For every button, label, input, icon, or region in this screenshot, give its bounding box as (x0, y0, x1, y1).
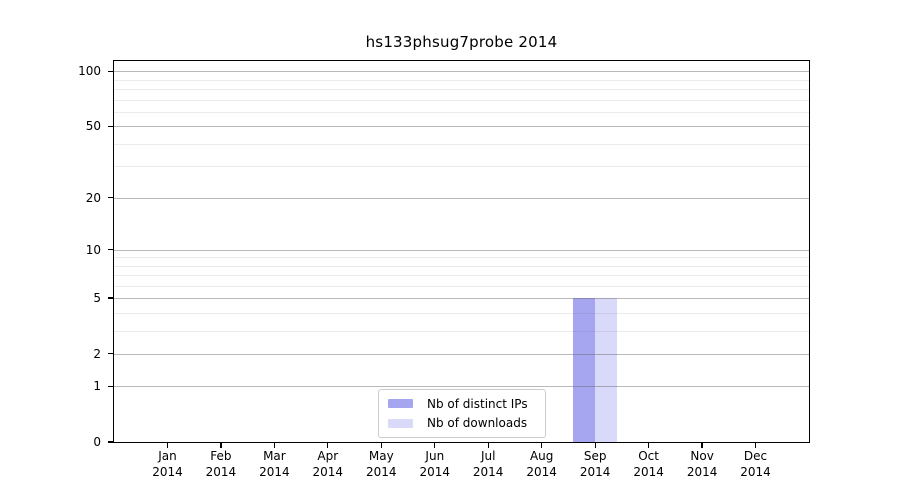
gridline-major-5 (114, 298, 809, 300)
x-tick-month: Jun (425, 449, 445, 463)
legend-label-distinct-ips: Nb of distinct IPs (427, 396, 528, 411)
x-tick-mark-apr (327, 443, 329, 448)
x-tick-month: Aug (529, 449, 554, 463)
y-tick-label-10: 10 (85, 242, 101, 257)
x-tick-year: 2014 (419, 464, 451, 479)
bar-sep-series1 (595, 298, 618, 442)
legend: Nb of distinct IPs Nb of downloads (378, 389, 546, 438)
x-tick-label-jul: Jul 2014 (456, 449, 520, 480)
y-tick-label-0: 0 (93, 435, 101, 449)
y-tick-mark-1 (108, 385, 113, 387)
y-tick-mark-100 (108, 70, 113, 73)
plot-area (113, 60, 810, 443)
grid-layer (114, 61, 809, 442)
legend-item-distinct-ips: Nb of distinct IPs (387, 394, 537, 414)
gridline-minor-4 (114, 312, 809, 314)
x-tick-label-mar: Mar 2014 (242, 449, 306, 480)
gridline-minor-60 (114, 111, 809, 113)
y-tick-mark-2 (108, 353, 113, 355)
x-tick-label-feb: Feb 2014 (189, 449, 253, 480)
x-tick-year: 2014 (740, 464, 771, 479)
x-tick-label-aug: Aug 2014 (510, 449, 574, 480)
gridline-major-20 (114, 197, 809, 199)
gridline-minor-90 (114, 79, 809, 81)
x-tick-label-jun: Jun 2014 (403, 449, 467, 480)
x-tick-year: 2014 (259, 464, 290, 479)
gridline-minor-9 (114, 257, 809, 259)
y-tick-label-50: 50 (85, 119, 101, 134)
chart-title: hs133phsug7probe 2014 (365, 33, 558, 51)
x-tick-label-dec: Dec 2014 (724, 449, 788, 480)
x-tick-month: Mar (263, 449, 286, 463)
x-tick-month: Nov (690, 449, 714, 463)
x-tick-label-sep: Sep 2014 (563, 449, 627, 480)
x-tick-mark-jan (166, 443, 169, 448)
x-tick-month: Dec (743, 449, 768, 463)
y-tick-label-1: 1 (93, 379, 101, 394)
gridline-minor-40 (114, 143, 809, 145)
x-tick-month: May (368, 449, 394, 463)
x-tick-year: 2014 (526, 464, 557, 479)
x-tick-year: 2014 (579, 464, 611, 479)
legend-item-downloads: Nb of downloads (387, 414, 537, 434)
gridline-minor-6 (114, 285, 809, 287)
x-tick-month: Oct (638, 449, 659, 463)
x-tick-mark-jul (487, 443, 489, 448)
x-tick-label-jan: Jan 2014 (136, 449, 200, 480)
x-tick-year: 2014 (686, 464, 718, 479)
gridline-minor-8 (114, 265, 809, 267)
x-tick-month: Jan (158, 449, 177, 463)
x-tick-month: Sep (583, 449, 607, 463)
x-tick-mark-mar (273, 443, 276, 448)
x-tick-year: 2014 (205, 464, 237, 479)
x-tick-mark-nov (701, 443, 703, 448)
y-tick-mark-10 (108, 248, 113, 251)
y-tick-mark-5 (108, 297, 113, 299)
gridline-major-50 (114, 126, 809, 128)
gridline-minor-70 (114, 99, 809, 101)
y-tick-mark-0 (108, 441, 113, 443)
bar-sep-series0 (573, 298, 596, 442)
x-tick-year: 2014 (152, 464, 183, 479)
gridline-minor-80 (114, 89, 809, 91)
x-tick-mark-may (380, 443, 382, 448)
y-tick-label-100: 100 (78, 64, 101, 79)
y-tick-label-2: 2 (93, 346, 101, 361)
x-tick-label-nov: Nov 2014 (670, 449, 734, 480)
legend-label-downloads: Nb of downloads (427, 416, 528, 431)
gridline-minor-30 (114, 166, 809, 168)
gridline-minor-7 (114, 275, 809, 276)
x-tick-year: 2014 (633, 464, 664, 479)
x-tick-month: Jul (480, 449, 496, 463)
y-tick-label-20: 20 (85, 190, 101, 205)
x-tick-label-apr: Apr 2014 (296, 449, 360, 480)
gridline-major-1 (114, 386, 809, 388)
y-tick-mark-20 (108, 196, 113, 199)
gridline-major-10 (114, 249, 809, 251)
x-tick-month: Apr (317, 449, 339, 463)
legend-swatch-distinct-ips-icon (388, 399, 413, 409)
y-tick-mark-50 (108, 125, 113, 127)
x-tick-mark-oct (647, 443, 650, 448)
x-tick-year: 2014 (312, 464, 344, 479)
x-tick-label-may: May 2014 (349, 449, 413, 480)
x-tick-mark-dec (754, 443, 757, 448)
x-tick-mark-jun (434, 443, 436, 448)
x-tick-mark-aug (541, 443, 543, 448)
x-tick-mark-sep (594, 443, 596, 448)
x-tick-month: Feb (210, 449, 232, 463)
legend-swatch-downloads-icon (388, 418, 413, 428)
x-tick-mark-feb (220, 443, 222, 448)
gridline-major-2 (114, 353, 809, 355)
x-tick-year: 2014 (472, 464, 504, 479)
gridline-minor-3 (114, 330, 809, 332)
bars-layer (114, 61, 809, 442)
gridline-major-100 (114, 71, 809, 73)
x-tick-year: 2014 (366, 464, 397, 479)
y-tick-label-5: 5 (93, 291, 101, 306)
x-tick-label-oct: Oct 2014 (617, 449, 681, 480)
